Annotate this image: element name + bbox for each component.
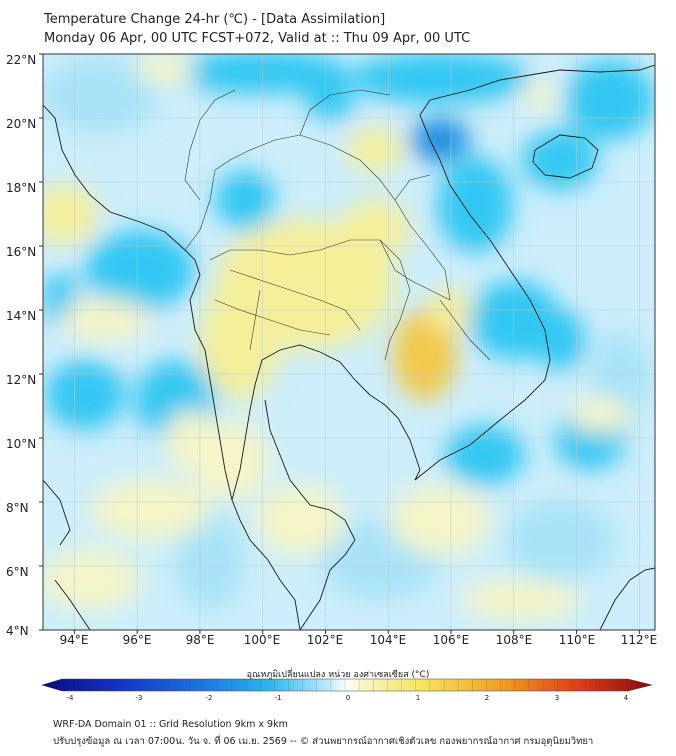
temperature-anomaly-patch [570,397,630,433]
temperature-anomaly-patch [390,485,490,555]
temperature-anomaly-patch [347,128,403,172]
lat-label: 22°N [6,53,37,67]
lon-label: 106°E [432,633,470,647]
temperature-anomaly-patch [43,550,140,610]
colorbar-tick: 4 [623,694,629,702]
chart-title: Temperature Change 24-hr (℃) - [Data Ass… [44,12,386,27]
temperature-anomaly-patch [90,480,210,540]
lon-label: 110°E [558,633,596,647]
temperature-anomaly-patch [350,54,530,104]
colorbar-tick: -4 [66,694,74,702]
temperature-anomaly-patch [522,130,598,190]
lat-label: 8°N [6,501,29,515]
temperature-anomaly-patch [445,425,525,485]
temperature-anomaly-patch [175,510,245,610]
lon-label: 102°E [306,633,344,647]
temperature-anomaly-patch [460,580,580,620]
temperature-anomaly-patch [43,185,97,245]
temperature-anomaly-patch [43,57,160,133]
lon-label: 98°E [185,633,215,647]
lat-label: 4°N [6,624,29,638]
footer-model-info: WRF-DA Domain 01 :: Grid Resolution 9km … [53,719,288,730]
map-frame [42,53,656,631]
temperature-anomaly-patch [200,280,280,400]
lat-label: 10°N [6,437,37,451]
colorbar-tick: 2 [484,694,490,702]
temperature-anomaly-patch [534,310,586,370]
colorbar-tick: -2 [205,694,213,702]
temperature-anomaly-patch [410,118,470,162]
temperature-anomaly-patch [305,80,355,120]
coastlines [43,64,655,630]
lat-label: 20°N [6,117,37,131]
lat-label: 6°N [6,565,29,579]
colorbar-tick: -1 [274,694,282,702]
lat-label: 18°N [6,181,37,195]
lon-label: 96°E [122,633,152,647]
colorbar-tick: -3 [135,694,143,702]
colorbar-label: อุณหภูมิเปลี่ยนแปลง หน่วย องศาเซลเซียส (… [246,670,430,680]
temperature-anomaly-patch [522,81,558,109]
colorbar-tick: 1 [415,694,421,702]
temperature-field [43,54,655,620]
admin-borders [184,89,491,361]
temperature-anomaly-patch [215,170,275,230]
graticule [43,54,655,630]
temperature-anomaly-patch [60,298,150,342]
temperature-anomaly-patch [505,500,615,580]
temperature-anomaly-patch [165,410,215,470]
lat-label: 16°N [6,245,37,259]
temperature-anomaly-patch [565,60,655,140]
temperature-anomaly-patch [437,157,513,253]
lon-label: 112°E [620,633,658,647]
lon-label: 94°E [59,633,89,647]
lon-label: 100°E [243,633,281,647]
temperature-anomaly-patch [255,485,345,555]
temperature-anomaly-patch [340,200,410,260]
lat-label: 12°N [6,373,37,387]
colorbar-bar [40,678,653,692]
chart-subtitle: Monday 06 Apr, 00 UTC FCST+072, Valid at… [44,31,471,46]
temperature-anomaly-patch [85,230,195,310]
lon-label: 108°E [495,633,533,647]
lon-label: 104°E [369,633,407,647]
colorbar-tick: 0 [345,694,351,702]
temperature-anomaly-patch [135,55,195,85]
footer-credit: ปรับปรุงข้อมูล ณ เวลา 07:00น. วัน จ. ที่… [53,736,594,747]
colorbar [40,678,653,692]
colorbar-tick: 3 [554,694,560,702]
temperature-anomaly-patch [170,54,350,94]
temperature-anomaly-patch [45,360,125,430]
temperature-anomaly-patch [393,310,457,400]
lat-label: 14°N [6,309,37,323]
